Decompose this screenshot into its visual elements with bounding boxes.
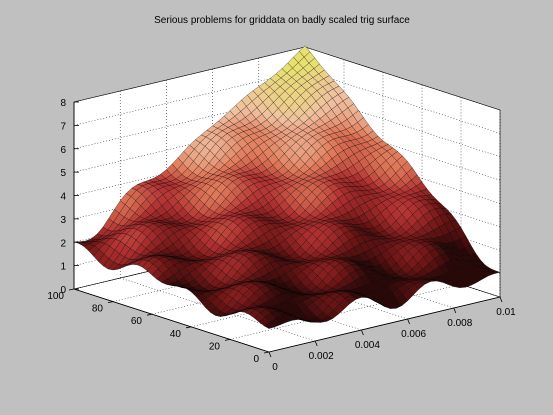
x-tick-mark (453, 307, 457, 314)
surface-mesh (73, 45, 501, 329)
x-tick-label: 0.004 (355, 340, 380, 351)
x-tick-mark (361, 329, 364, 336)
y-tick-mark (185, 326, 192, 329)
y-tick-mark (146, 313, 153, 316)
grid-line (229, 284, 462, 340)
z-tick-label: 0 (60, 285, 66, 296)
grid-line (190, 271, 423, 328)
x-tick-label: 0.006 (401, 329, 426, 340)
grid-line (304, 116, 501, 181)
grid-line (151, 258, 384, 315)
surface-patch (263, 321, 276, 329)
y-tick-label: 80 (92, 304, 104, 315)
y-tick-label: 60 (131, 316, 143, 327)
tick-labels: 00.0020.0040.0060.0080.01020406080100012… (47, 98, 516, 373)
x-tick-mark (499, 296, 503, 303)
grid-line (304, 46, 501, 111)
z-tick-label: 1 (60, 262, 66, 273)
y-tick-mark (68, 288, 75, 291)
z-tick-label: 5 (60, 168, 66, 179)
y-tick-mark (263, 351, 270, 354)
y-tick-label: 100 (47, 291, 64, 302)
x-tick-mark (407, 318, 410, 325)
y-tick-label: 20 (209, 341, 221, 352)
z-tick-label: 4 (60, 192, 66, 203)
z-tick-label: 8 (60, 98, 66, 109)
grid-line (73, 93, 306, 149)
grid-line (304, 93, 501, 157)
x-tick-label: 0.002 (309, 351, 334, 362)
tick-marks (68, 101, 503, 358)
y-tick-label: 40 (170, 329, 182, 340)
y-tick-label: 0 (253, 354, 259, 365)
grid-line (73, 233, 306, 290)
grid-line (73, 46, 306, 103)
x-tick-mark (268, 351, 272, 358)
y-tick-mark (107, 301, 114, 303)
x-tick-label: 0.01 (496, 307, 516, 318)
grid-line (112, 246, 345, 302)
x-tick-label: 0.008 (447, 318, 472, 329)
grid-line (73, 70, 306, 126)
grid-line (304, 70, 501, 134)
chart-title: Serious problems for griddata on badly s… (154, 15, 410, 26)
z-tick-label: 3 (60, 215, 66, 226)
grid-line (73, 140, 306, 196)
y-tick-mark (224, 339, 231, 341)
y-axis-line (73, 288, 270, 353)
grid-line (73, 163, 306, 220)
grid-line (73, 116, 306, 173)
x-tick-label: 0 (272, 362, 278, 373)
z-tick-label: 6 (60, 145, 66, 156)
x-axis-line (268, 296, 501, 353)
x-tick-mark (314, 340, 318, 347)
z-tick-label: 7 (60, 121, 66, 132)
z-tick-label: 2 (60, 238, 66, 249)
